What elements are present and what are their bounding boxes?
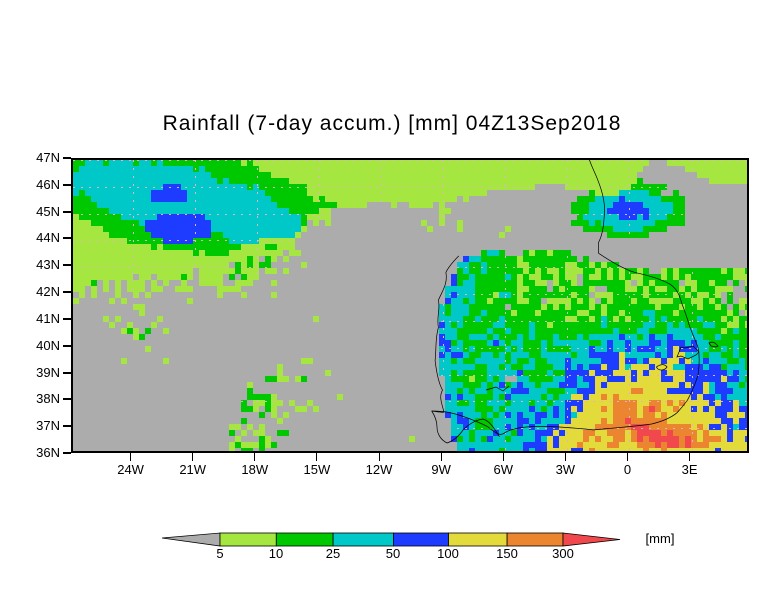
svg-text:25: 25: [326, 546, 340, 561]
svg-text:10: 10: [269, 546, 283, 561]
svg-text:5: 5: [216, 546, 223, 561]
svg-text:100: 100: [437, 546, 459, 561]
svg-text:150: 150: [496, 546, 518, 561]
svg-text:50: 50: [386, 546, 400, 561]
svg-text:[mm]: [mm]: [646, 531, 675, 546]
svg-text:300: 300: [552, 546, 574, 561]
